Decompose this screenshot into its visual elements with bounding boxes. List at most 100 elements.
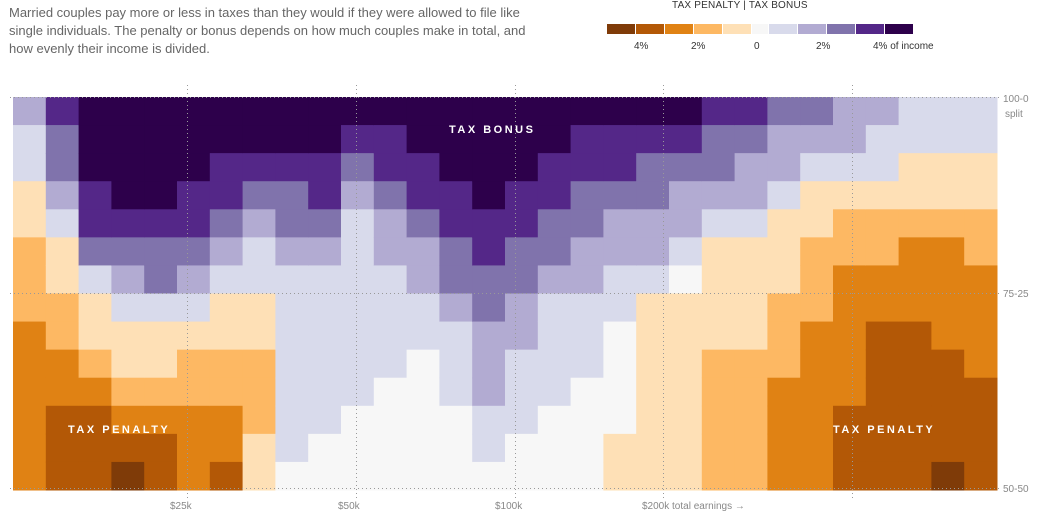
- heatmap-cell: [800, 405, 834, 435]
- heatmap-cell: [406, 293, 440, 323]
- heatmap-cell: [111, 405, 145, 435]
- heatmap-cell: [177, 349, 211, 379]
- heatmap-cell: [701, 405, 736, 435]
- heatmap-cell: [964, 265, 998, 294]
- heatmap-cell: [537, 209, 572, 238]
- heatmap-cell: [78, 153, 112, 182]
- heatmap-cell: [537, 181, 572, 210]
- heatmap-cell: [767, 153, 801, 182]
- heatmap-cell: [177, 265, 211, 294]
- heatmap-cell: [964, 153, 998, 182]
- heatmap-cell: [373, 321, 408, 351]
- heatmap-cell: [341, 293, 375, 323]
- heatmap-cell: [308, 97, 342, 126]
- heatmap-cell: [964, 97, 998, 126]
- heatmap-cell: [209, 321, 244, 351]
- heatmap-cell: [242, 181, 276, 210]
- heatmap-cell: [78, 293, 112, 323]
- heatmap-cell: [373, 377, 408, 407]
- heatmap-cell: [78, 181, 112, 210]
- heatmap-cell: [669, 237, 703, 266]
- heatmap-cell: [439, 153, 473, 182]
- legend-title: TAX PENALTY | TAX BONUS: [672, 0, 808, 11]
- heatmap-cell: [111, 97, 145, 126]
- heatmap-cell: [341, 97, 375, 126]
- heatmap-cell: [570, 209, 604, 238]
- heatmap-cell: [45, 237, 80, 266]
- heatmap-cell: [701, 209, 736, 238]
- heatmap-cell: [537, 153, 572, 182]
- heatmap-cell: [669, 377, 703, 407]
- heatmap-cell: [472, 153, 506, 182]
- heatmap-cell: [308, 405, 342, 435]
- heatmap-cell: [931, 405, 965, 435]
- heatmap-cell: [767, 433, 801, 463]
- heatmap-cell: [931, 181, 965, 210]
- heatmap-cell: [800, 377, 834, 407]
- heatmap-cell: [833, 377, 867, 407]
- heatmap-cell: [439, 237, 473, 266]
- heatmap-cell: [898, 349, 932, 379]
- heatmap-cell: [636, 349, 670, 379]
- heatmap-cell: [537, 433, 572, 463]
- heatmap-cell: [505, 321, 539, 351]
- heatmap-cell: [767, 97, 801, 126]
- legend-label: 4%: [634, 41, 649, 52]
- heatmap-cell: [472, 293, 506, 323]
- heatmap-cell: [45, 181, 80, 210]
- heatmap-cell: [505, 153, 539, 182]
- heatmap-cell: [537, 405, 572, 435]
- heatmap-cell: [472, 209, 506, 238]
- heatmap-cell: [177, 125, 211, 154]
- heatmap-cell: [931, 125, 965, 154]
- heatmap-cell: [209, 181, 244, 210]
- heatmap-cell: [800, 461, 834, 491]
- heatmap-cell: [406, 181, 440, 210]
- heatmap-cell: [898, 97, 932, 126]
- heatmap-cell: [144, 433, 178, 463]
- heatmap-cell: [144, 461, 178, 491]
- heatmap-cell: [964, 377, 998, 407]
- heatmap-cell: [833, 237, 867, 266]
- heatmap-cell: [111, 237, 145, 266]
- heatmap-cell: [767, 349, 801, 379]
- heatmap-cell: [669, 209, 703, 238]
- heatmap-cell: [242, 97, 276, 126]
- heatmap-cell: [669, 293, 703, 323]
- heatmap-cell: [603, 237, 637, 266]
- heatmap-cell: [209, 293, 244, 323]
- heatmap-cell: [636, 153, 670, 182]
- heatmap-cell: [570, 97, 604, 126]
- heatmap-cell: [45, 433, 80, 463]
- heatmap-cell: [13, 293, 47, 323]
- heatmap-cell: [636, 461, 670, 491]
- heatmap-cell: [177, 405, 211, 435]
- heatmap-cell: [78, 461, 112, 491]
- heatmap-cell: [472, 237, 506, 266]
- heatmap-cell: [636, 97, 670, 126]
- heatmap-cell: [898, 237, 932, 266]
- legend-swatch: [636, 24, 664, 34]
- heatmap-cell: [308, 153, 342, 182]
- heatmap-cell: [865, 265, 900, 294]
- heatmap-cell: [275, 209, 309, 238]
- heatmap-cell: [341, 405, 375, 435]
- heatmap-cell: [373, 125, 408, 154]
- heatmap-cell: [636, 265, 670, 294]
- heatmap-cell: [144, 153, 178, 182]
- heatmap-cell: [209, 377, 244, 407]
- heatmap-cell: [734, 433, 768, 463]
- heatmap-cell: [111, 125, 145, 154]
- heatmap-cell: [537, 293, 572, 323]
- heatmap-cell: [406, 265, 440, 294]
- heatmap-cell: [78, 377, 112, 407]
- heatmap-cell: [373, 265, 408, 294]
- heatmap-cell: [865, 433, 900, 463]
- heatmap-cell: [308, 377, 342, 407]
- heatmap-cell: [964, 321, 998, 351]
- heatmap-cell: [308, 237, 342, 266]
- heatmap-cell: [931, 237, 965, 266]
- legend-swatch: [607, 24, 635, 34]
- heatmap-cell: [144, 405, 178, 435]
- heatmap-cell: [734, 461, 768, 491]
